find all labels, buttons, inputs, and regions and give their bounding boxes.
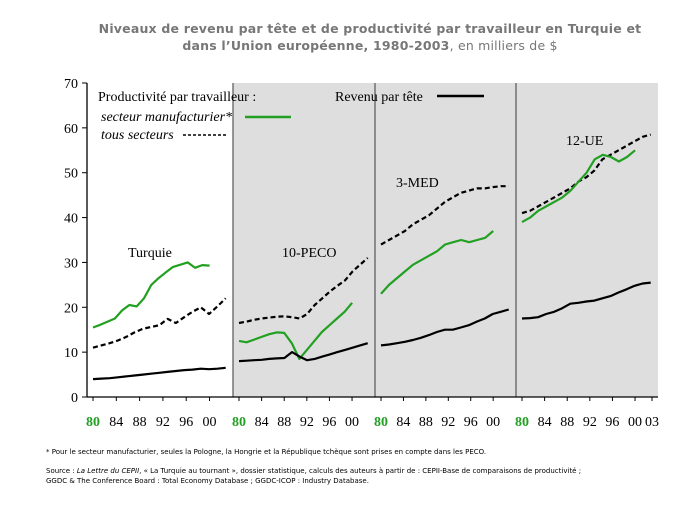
x-tick-label: 96 — [605, 415, 619, 430]
y-tick-label: 40 — [64, 212, 78, 227]
x-tick-label: 96 — [322, 415, 336, 430]
panel-shade — [233, 83, 375, 397]
axes: 80 84 88 92 96 00 80 84 88 92 96 00 80 84 88 92 96 00 80 84… — [64, 77, 659, 430]
footnote: * Pour le secteur manufacturier, seules … — [46, 448, 487, 456]
x-tick-label: 88 — [419, 415, 433, 430]
x-tick-label: 84 — [538, 415, 552, 430]
title-units: , en milliers de $ — [449, 38, 558, 53]
x-tick-label: 92 — [583, 415, 597, 430]
x-tick-label: 88 — [560, 415, 574, 430]
legend-all-sectors-label: tous secteurs — [101, 128, 174, 143]
x-tick-label: 92 — [156, 415, 170, 430]
x-tick-label: 88 — [277, 415, 291, 430]
x-tick-label: 00 — [345, 415, 359, 430]
x-tick-label: 00 — [203, 415, 217, 430]
y-tick-label: 70 — [64, 77, 78, 92]
y-tick-label: 20 — [64, 301, 78, 316]
legend-heading: Productivité par travailleur : — [98, 90, 256, 105]
legend-income-label: Revenu par tête — [335, 90, 423, 105]
y-tick-label: 60 — [64, 122, 78, 137]
panel-label: 12-UE — [566, 134, 603, 149]
panel-label: 3-MED — [396, 176, 439, 191]
legend-manufacturing-label: secteur manufacturier* — [101, 110, 232, 125]
series-manufacturing — [380, 230, 494, 295]
source-line-1: , « La Turquie au tournant », dossier st… — [139, 467, 582, 475]
x-tick-label: 84 — [396, 415, 410, 430]
series-manufacturing — [92, 261, 210, 329]
y-tick-label: 50 — [64, 167, 78, 182]
series-all-sectors — [92, 297, 227, 349]
source-publication: La Lettre du CEPII — [76, 467, 140, 475]
panel-shade — [516, 83, 658, 397]
panel-label: Turquie — [128, 246, 172, 261]
source-line-2: GGDC & The Conference Board : Total Econ… — [46, 477, 369, 485]
source-note: Source : La Lettre du CEPII, « La Turqui… — [46, 466, 686, 486]
x-tick-label: 84 — [255, 415, 269, 430]
x-tick-label: 92 — [441, 415, 455, 430]
panel-backgrounds — [233, 83, 658, 397]
series-all-sectors — [521, 133, 651, 215]
series-income — [380, 308, 510, 347]
y-tick-label: 10 — [64, 346, 78, 361]
x-tick-label: 88 — [133, 415, 147, 430]
x-tick-label: 80 — [515, 415, 529, 430]
x-tick-label: 80 — [374, 415, 388, 430]
legend: Productivité par travailleur : secteur m… — [98, 90, 484, 143]
series-income — [521, 281, 651, 320]
panel-label: 10-PECO — [282, 246, 336, 261]
title-line-1: Niveaux de revenu par tête et de product… — [98, 21, 642, 36]
y-tick-label: 0 — [71, 391, 78, 406]
panel-shade — [375, 83, 516, 397]
x-tick-label: 00 — [486, 415, 500, 430]
series-income — [92, 366, 226, 381]
x-tick-label: 00 — [628, 415, 642, 430]
y-tick-label: 30 — [64, 256, 78, 271]
series-all-sectors — [380, 185, 509, 246]
x-tick-label: 84 — [109, 415, 123, 430]
x-tick-label: 92 — [300, 415, 314, 430]
series-income — [238, 342, 369, 363]
x-tick-label: 96 — [464, 415, 478, 430]
series-manufacturing — [521, 149, 636, 224]
x-tick-label: 80 — [232, 415, 246, 430]
source-prefix: Source : — [46, 467, 77, 475]
title-line-2: dans l’Union européenne, 1980-2003 — [182, 38, 450, 53]
x-tick-label: 80 — [86, 415, 100, 430]
x-tick-label: 96 — [179, 415, 193, 430]
chart-title: Niveaux de revenu par tête et de product… — [60, 20, 680, 54]
series-manufacturing — [238, 302, 353, 360]
x-tick-label: 03 — [645, 415, 659, 430]
series-all-sectors — [238, 257, 369, 325]
series-layer: Turquie 10-PECO 3-MED 12-UE — [92, 133, 651, 381]
